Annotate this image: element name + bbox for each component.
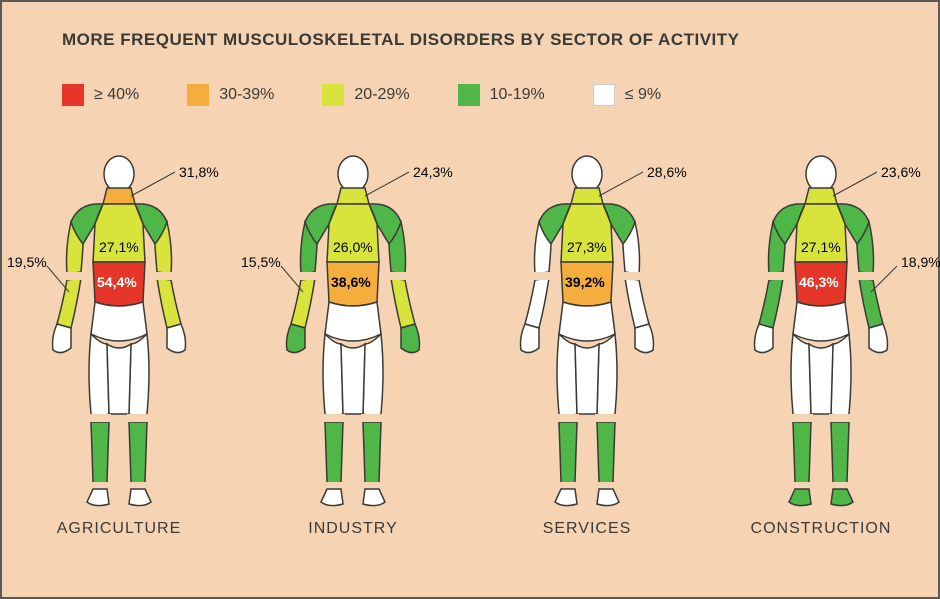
- legend-swatch: [593, 84, 615, 106]
- legend-swatch: [458, 84, 480, 106]
- legend-item: 10-19%: [458, 84, 545, 106]
- callout-label: 15,5%: [241, 254, 281, 270]
- infographic-frame: MORE FREQUENT MUSCULOSKELETAL DISORDERS …: [0, 0, 940, 599]
- callout-label: 28,6%: [647, 164, 687, 180]
- sector-label: SERVICES: [543, 520, 632, 538]
- callout-label: 18,9%: [901, 254, 940, 270]
- callout-label: 26,0%: [333, 239, 373, 255]
- legend-label: ≥ 40%: [94, 86, 139, 104]
- legend-label: 30-39%: [219, 86, 274, 104]
- title: MORE FREQUENT MUSCULOSKELETAL DISORDERS …: [62, 30, 740, 50]
- legend-swatch: [322, 84, 344, 106]
- legend-item: 30-39%: [187, 84, 274, 106]
- callout-label: 38,6%: [331, 274, 371, 290]
- figure-column: 31,8%27,1%54,4%19,5%AGRICULTURE: [14, 152, 224, 577]
- figure-column: 28,6% 27,3% 39,2% SERVICES: [482, 152, 692, 577]
- callout-label: 27,1%: [801, 239, 841, 255]
- sector-label: INDUSTRY: [308, 520, 398, 538]
- legend-label: ≤ 9%: [625, 86, 661, 104]
- sector-label: CONSTRUCTION: [751, 520, 892, 538]
- legend-label: 20-29%: [354, 86, 409, 104]
- sector-label: AGRICULTURE: [57, 520, 182, 538]
- callout-label: 27,3%: [567, 239, 607, 255]
- callout-label: 19,5%: [7, 254, 47, 270]
- legend-swatch: [62, 84, 84, 106]
- legend-item: 20-29%: [322, 84, 409, 106]
- figure-column: 23,6%27,1%46,3%18,9%CONSTRUCTION: [716, 152, 926, 577]
- legend-item: ≥ 40%: [62, 84, 139, 106]
- callout-label: 54,4%: [97, 274, 137, 290]
- legend-item: ≤ 9%: [593, 84, 661, 106]
- callout-label: 46,3%: [799, 274, 839, 290]
- legend-swatch: [187, 84, 209, 106]
- callout-label: 39,2%: [565, 274, 605, 290]
- callout-label: 24,3%: [413, 164, 453, 180]
- legend-label: 10-19%: [490, 86, 545, 104]
- callout-label: 23,6%: [881, 164, 921, 180]
- callout-label: 31,8%: [179, 164, 219, 180]
- figures-row: 31,8% 27,1% 54,4% 19,5% AGRICULTURE 24,3% 26,0…: [2, 152, 938, 577]
- legend: ≥ 40% 30-39% 20-29% 10-19% ≤ 9%: [62, 84, 661, 106]
- figure-column: 24,3%26,0%38,6%15,5%INDUSTRY: [248, 152, 458, 577]
- callout-label: 27,1%: [99, 239, 139, 255]
